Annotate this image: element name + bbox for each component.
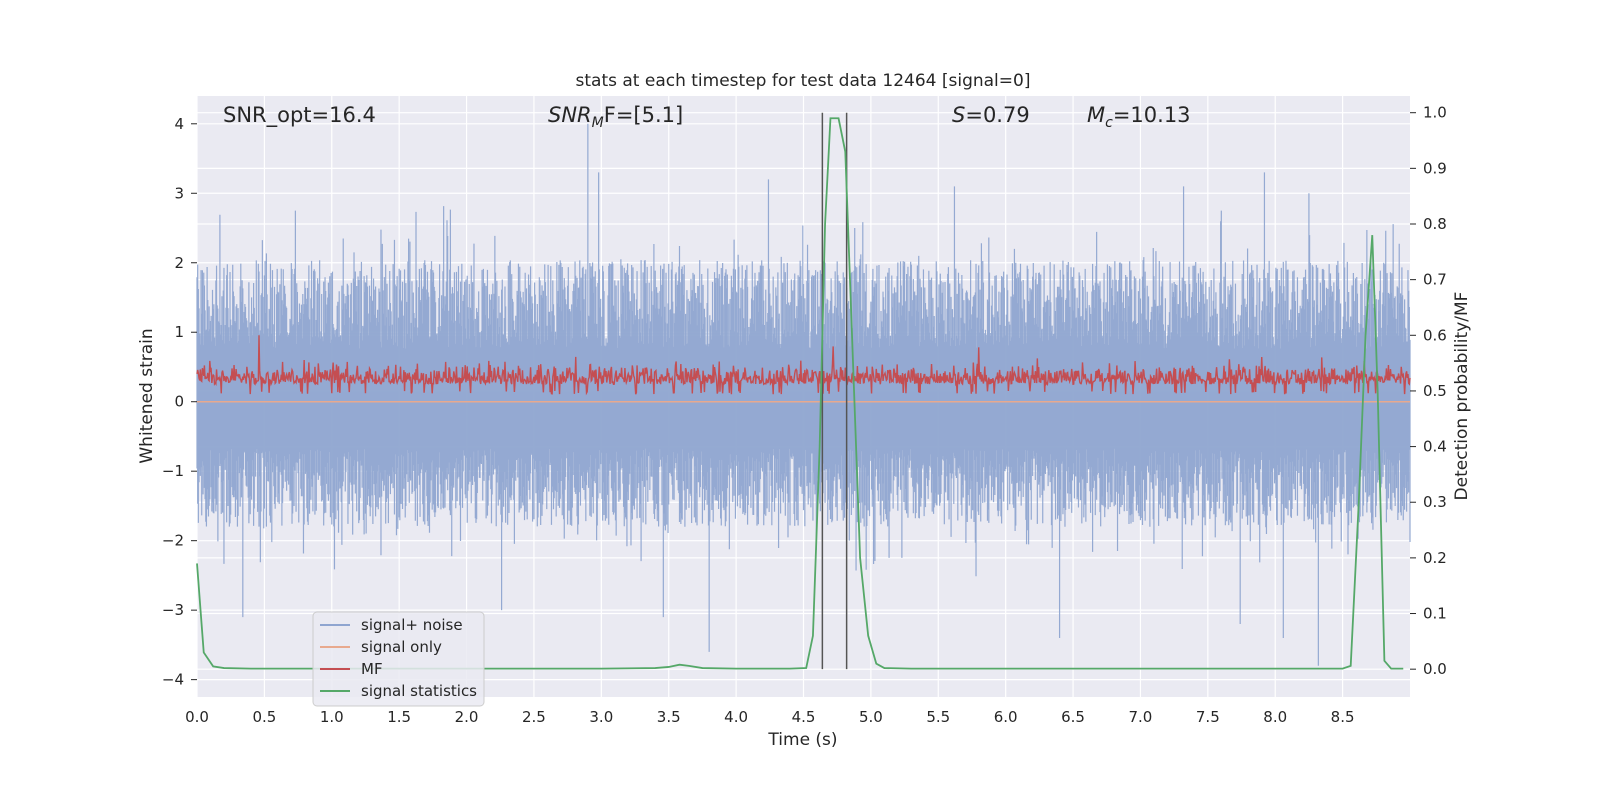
y-tick-label: 0: [174, 393, 184, 411]
y-tick-label: 3: [174, 184, 184, 202]
x-tick-label: 3.0: [589, 708, 613, 726]
x-tick-label: 4.5: [792, 708, 816, 726]
x-tick-label: 0.0: [185, 708, 209, 726]
y-tick-label-right: 0.7: [1423, 271, 1447, 289]
right-y-tick-labels: 0.0 0.1 0.2 0.3 0.4 0.5 0.6 0.7 0.8 0.9 1.0: [1410, 104, 1447, 678]
left-y-tick-labels: −4 −3 −2 −1 0 1 2 3 4: [162, 115, 197, 689]
y-tick-label-right: 0.0: [1423, 660, 1447, 678]
y-tick-label-right: 1.0: [1423, 104, 1447, 122]
x-tick-label: 4.0: [724, 708, 748, 726]
x-tick-label: 7.5: [1196, 708, 1220, 726]
signal-statistics-series: [196, 117, 1404, 670]
x-tick-label: 5.5: [926, 708, 950, 726]
legend-item-mf: MF: [320, 660, 383, 678]
y-tick-label-right: 0.6: [1423, 326, 1447, 344]
annotation-snr-mf: SNRMF=[5.1]: [548, 103, 683, 131]
y-tick-label-right: 0.2: [1423, 549, 1447, 567]
y-tick-label: 1: [174, 323, 184, 341]
x-tick-label: 2.0: [455, 708, 479, 726]
mf-series: [196, 335, 1411, 396]
svg-text:signal only: signal only: [361, 638, 442, 656]
y-tick-label-right: 0.3: [1423, 493, 1447, 511]
x-tick-label: 6.0: [994, 708, 1018, 726]
y-tick-label: 4: [174, 115, 184, 133]
x-tick-label: 2.5: [522, 708, 546, 726]
x-tick-label: 3.5: [657, 708, 681, 726]
x-tick-label: 8.0: [1263, 708, 1287, 726]
legend-item-signal-statistics: signal statistics: [320, 682, 477, 700]
y-axis-label: Whitened strain: [137, 328, 157, 463]
annotation-s: S=0.79: [952, 103, 1030, 127]
y-tick-label-right: 0.8: [1423, 215, 1447, 233]
legend: signal+ noise signal only MF signal stat…: [312, 611, 485, 707]
signal-statistics-line: [196, 117, 1404, 670]
legend-item-signal-noise: signal+ noise: [320, 616, 463, 634]
chart-title: stats at each timestep for test data 124…: [576, 71, 1031, 91]
y-tick-label-right: 0.1: [1423, 605, 1447, 623]
x-tick-label: 0.5: [252, 708, 276, 726]
y-tick-label: −2: [162, 532, 184, 550]
x-tick-label: 1.5: [387, 708, 411, 726]
y-tick-label-right: 0.4: [1423, 438, 1447, 456]
mf-line: [196, 335, 1411, 396]
y-tick-label: −4: [162, 671, 184, 689]
x-tick-label: 1.0: [320, 708, 344, 726]
y-tick-label: −1: [162, 462, 184, 480]
x-tick-labels: 0.0 0.5 1.0 1.5 2.0 2.5 3.0 3.5 4.0 4.5 5.0 5.5 6.0 6…: [185, 708, 1354, 726]
svg-text:signal+ noise: signal+ noise: [361, 616, 463, 634]
legend-item-signal-only: signal only: [320, 638, 442, 656]
x-axis-label: Time (s): [767, 730, 837, 750]
x-tick-label: 8.5: [1331, 708, 1355, 726]
x-tick-label: 6.5: [1061, 708, 1085, 726]
legend-box: [312, 611, 485, 707]
x-tick-label: 7.0: [1129, 708, 1153, 726]
y-tick-label-right: 0.5: [1423, 382, 1447, 400]
y-tick-label: 2: [174, 254, 184, 272]
svg-text:signal statistics: signal statistics: [361, 682, 477, 700]
y-tick-label-right: 0.9: [1423, 159, 1447, 177]
svg-text:MF: MF: [361, 660, 383, 678]
y-tick-label: −3: [162, 601, 184, 619]
x-tick-label: 5.0: [859, 708, 883, 726]
annotation-mc: Mc=10.13: [1087, 103, 1191, 131]
annotation-snr-opt: SNR_opt=16.4: [223, 103, 376, 128]
y-axis-label-right: Detection probability/MF: [1452, 292, 1472, 501]
